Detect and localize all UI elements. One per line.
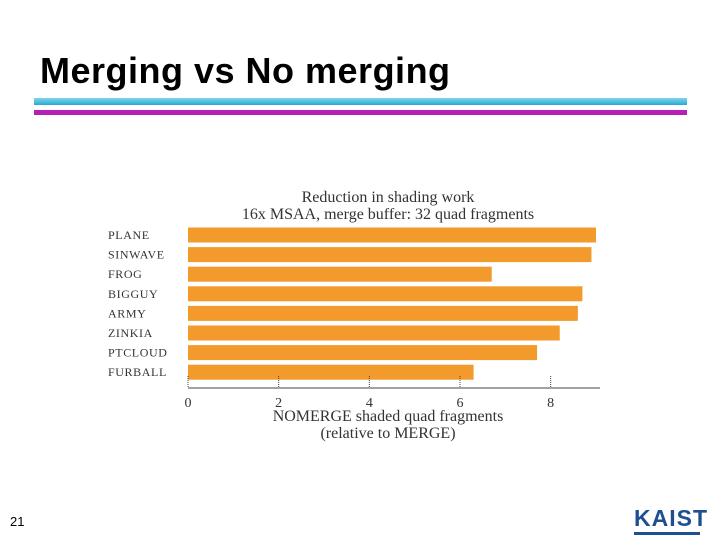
tick-mark-4 [368, 378, 370, 379]
category-label-frog: FROG [108, 267, 142, 281]
tick-mark-0 [187, 382, 189, 383]
category-labels: PLANE SINWAVE FROG BIGGUY ARMY ZINKIA PTCLOUD F… [108, 228, 168, 379]
tick-mark-2 [278, 384, 280, 385]
tick-mark-8 [550, 384, 552, 385]
bar-zinkia [188, 325, 560, 341]
bar-plane [188, 227, 596, 243]
tick-label-8: 8 [547, 396, 554, 411]
tick-mark-2 [278, 376, 280, 377]
bars-group [188, 227, 596, 380]
tick-mark-4 [368, 376, 370, 377]
category-label-bigguy: BIGGUY [108, 287, 158, 301]
tick-mark-0 [187, 376, 189, 377]
bar-sinwave [188, 247, 592, 263]
tick-mark-0 [187, 384, 189, 385]
tick-mark-2 [278, 380, 280, 381]
title-underline-magenta [34, 110, 687, 115]
tick-mark-8 [550, 378, 552, 379]
logo-underline [634, 532, 700, 535]
x-axis-label: NOMERGE shaded quad fragments [273, 408, 504, 425]
tick-mark-8 [550, 382, 552, 383]
tick-mark-6 [459, 380, 461, 381]
tick-mark-8 [550, 376, 552, 377]
bar-army [188, 305, 578, 321]
tick-mark-4 [368, 380, 370, 381]
tick-mark-6 [459, 376, 461, 377]
tick-mark-0 [187, 386, 189, 387]
tick-label-0: 0 [185, 396, 192, 411]
tick-mark-6 [459, 386, 461, 387]
tick-mark-8 [550, 380, 552, 381]
tick-mark-0 [187, 380, 189, 381]
chart-title: Reduction in shading work [302, 189, 475, 206]
chart-subtitle: 16x MSAA, merge buffer: 32 quad fragment… [242, 206, 534, 223]
tick-mark-2 [278, 386, 280, 387]
tick-label-2: 2 [275, 396, 282, 411]
category-label-furball: FURBALL [108, 365, 167, 379]
bar-ptcloud [188, 345, 538, 361]
category-label-ptcloud: PTCLOUD [108, 346, 168, 360]
tick-mark-6 [459, 382, 461, 383]
tick-mark-8 [550, 386, 552, 387]
title-underline-cyan [34, 98, 687, 105]
tick-mark-4 [368, 382, 370, 383]
page-number: 21 [10, 514, 25, 529]
kaist-logo: KAIST [632, 505, 707, 535]
bar-bigguy [188, 286, 583, 302]
slide-title: Merging vs No merging [40, 50, 451, 91]
tick-mark-4 [368, 384, 370, 385]
category-label-plane: PLANE [108, 228, 150, 242]
tick-mark-6 [459, 384, 461, 385]
tick-mark-4 [368, 386, 370, 387]
tick-mark-2 [278, 378, 280, 379]
bar-furball [188, 364, 474, 380]
tick-mark-6 [459, 378, 461, 379]
tick-label-6: 6 [457, 396, 464, 411]
tick-mark-2 [278, 382, 280, 383]
tick-mark-0 [187, 378, 189, 379]
category-label-sinwave: SINWAVE [108, 248, 165, 262]
category-label-army: ARMY [108, 306, 146, 320]
bar-frog [188, 266, 492, 282]
x-axis: 0 2 4 6 8 [185, 376, 600, 411]
x-axis-label-line2: (relative to MERGE) [320, 425, 455, 442]
logo-text: KAIST [634, 505, 708, 531]
tick-label-4: 4 [366, 396, 373, 411]
category-label-zinkia: ZINKIA [108, 326, 153, 340]
